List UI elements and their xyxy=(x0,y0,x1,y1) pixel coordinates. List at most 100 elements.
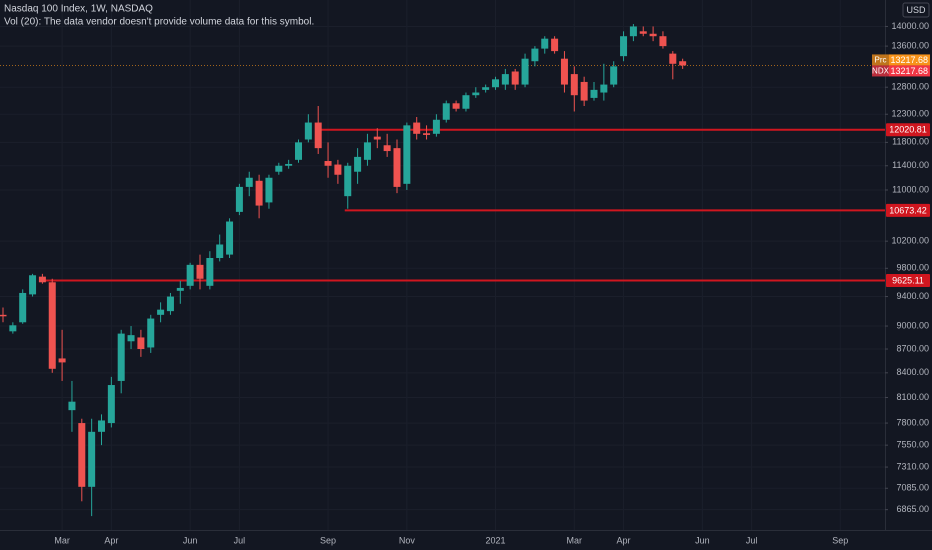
candle-body xyxy=(314,122,322,149)
price-label-box xyxy=(872,65,930,77)
candle-body xyxy=(68,401,76,411)
currency-box[interactable] xyxy=(902,2,930,18)
y-tick-label: 11000.00 xyxy=(892,184,929,194)
y-tick-label: 12800.00 xyxy=(891,82,929,92)
candle-body xyxy=(639,31,647,34)
price-label: 13217.68 xyxy=(890,55,928,65)
candle-body xyxy=(531,48,539,62)
candle-body xyxy=(590,89,598,98)
plot xyxy=(0,24,885,517)
candle-body xyxy=(196,264,204,279)
candle-body xyxy=(19,292,27,323)
chart-title: Nasdaq 100 Index, 1W, NASDAQ xyxy=(4,4,153,15)
candle-body xyxy=(363,142,371,160)
candle-body xyxy=(38,276,46,283)
candle-body xyxy=(255,180,263,206)
candle-body xyxy=(285,163,293,166)
y-tick-label: 8100.00 xyxy=(896,392,929,402)
candle-body xyxy=(58,358,66,363)
candle-body xyxy=(482,87,490,90)
candle-body xyxy=(560,58,568,85)
x-tick-label: Mar xyxy=(54,535,70,545)
candle-body xyxy=(541,38,549,49)
candle-body xyxy=(501,74,509,85)
candle-body xyxy=(511,71,519,85)
level-label-box xyxy=(886,203,930,217)
candle-body xyxy=(383,145,391,152)
y-tick-label: 9800.00 xyxy=(896,263,929,273)
x-tick-label: Jun xyxy=(183,535,198,545)
y-tick-label: 7085.00 xyxy=(896,483,929,493)
y-tick-label: 7800.00 xyxy=(896,417,929,427)
candle-body xyxy=(9,325,17,332)
level-label-box xyxy=(886,274,930,288)
candle-body xyxy=(669,53,677,64)
level-label: 9625.11 xyxy=(892,275,924,285)
candle-body xyxy=(137,337,145,350)
y-tick-label: 8700.00 xyxy=(896,343,929,353)
price-tag: NDX xyxy=(872,67,890,76)
candle-body xyxy=(629,26,637,37)
grid xyxy=(0,0,885,530)
level-label: 10673.42 xyxy=(889,205,927,215)
candle-body xyxy=(432,119,440,134)
chart-subtitle: Vol (20): The data vendor doesn't provid… xyxy=(4,17,314,28)
candle-body xyxy=(107,385,115,424)
y-tick-label: 7550.00 xyxy=(896,440,929,450)
candle-body xyxy=(275,165,283,172)
y-tick-label: 10200.00 xyxy=(891,236,929,246)
candle-body xyxy=(620,36,628,57)
candle-body xyxy=(423,133,431,135)
candle-body xyxy=(0,314,7,317)
candle-body xyxy=(413,122,421,134)
y-tick-label: 11400.00 xyxy=(892,160,929,170)
price-label-box xyxy=(872,54,930,66)
y-tick-label: 12300.00 xyxy=(891,109,929,119)
y-tick-label: 9400.00 xyxy=(896,291,929,301)
candle-body xyxy=(127,335,135,342)
candle-body xyxy=(462,95,470,109)
x-tick-label: Mar xyxy=(567,535,583,545)
candle-body xyxy=(29,275,37,295)
candle-body xyxy=(295,142,302,160)
candle-body xyxy=(78,423,86,487)
candle-body xyxy=(235,186,243,212)
candle-body xyxy=(344,165,352,197)
axes: 6865.00 7085.00 7310.00 7550.00 7800.00 8100.… xyxy=(54,21,930,545)
y-tick-label: 9000.00 xyxy=(896,320,929,330)
candle-body xyxy=(48,282,56,369)
candle-body xyxy=(88,431,96,487)
candle-body xyxy=(403,125,411,184)
price-tag: Prc xyxy=(875,56,887,65)
candle-body xyxy=(98,420,105,432)
candle-body xyxy=(452,103,460,109)
candle-body xyxy=(186,264,194,286)
y-tick-label: 8400.00 xyxy=(896,367,929,377)
x-tick-label: Sep xyxy=(832,535,848,545)
candle-body xyxy=(551,38,559,52)
price-tag-box xyxy=(872,54,889,66)
candle-body xyxy=(304,122,312,140)
currency-label[interactable]: USD xyxy=(906,5,926,15)
candle-body xyxy=(354,156,362,172)
candle-body xyxy=(334,164,342,175)
level-label: 12020.81 xyxy=(889,125,927,135)
x-tick-label: Nov xyxy=(399,535,416,545)
x-tick-label: Jul xyxy=(746,535,758,545)
candle-body xyxy=(373,136,381,140)
candle-body xyxy=(324,161,332,166)
candle-body xyxy=(600,84,608,93)
candle-body xyxy=(176,287,184,291)
x-tick-label: 2021 xyxy=(485,535,505,545)
candle-body xyxy=(521,58,529,85)
candle-body xyxy=(157,309,165,315)
candle-body xyxy=(679,61,687,66)
candle-body xyxy=(216,244,224,258)
candle-body xyxy=(649,33,657,37)
candle-body xyxy=(580,81,588,101)
candle-body xyxy=(265,177,273,203)
candle-body xyxy=(610,66,618,85)
candle-body xyxy=(492,79,499,88)
